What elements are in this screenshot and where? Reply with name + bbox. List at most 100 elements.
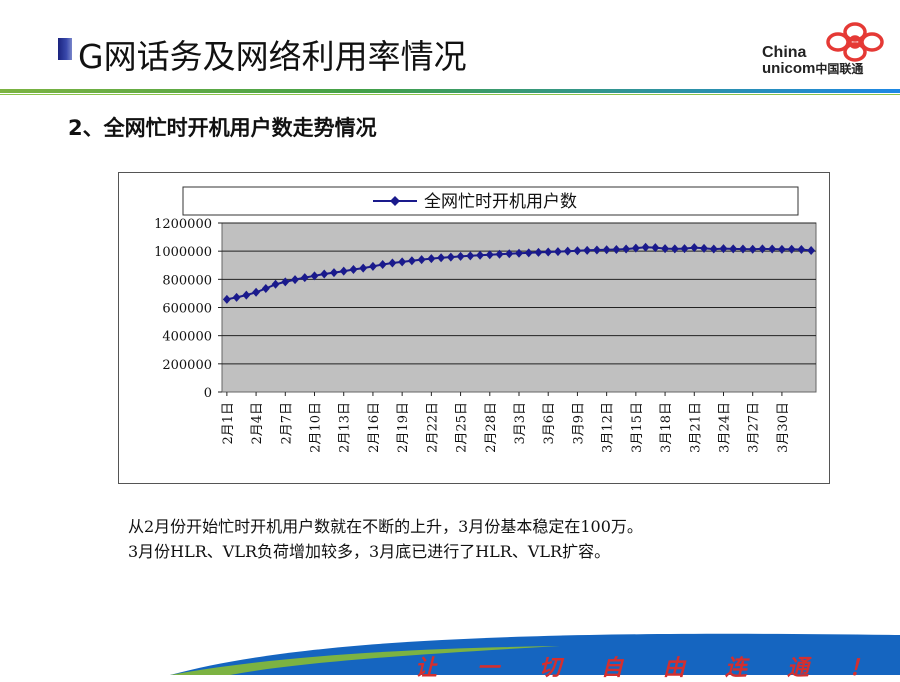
data-point — [719, 244, 728, 254]
data-point — [339, 266, 348, 276]
title-bullet-icon — [58, 38, 72, 60]
note-line-1: 从2月份开始忙时开机用户数就在不断的上升，3月份基本稳定在100万。 — [128, 517, 643, 536]
data-point — [417, 255, 426, 265]
data-point — [349, 264, 358, 274]
x-tick-label: 3月3日 — [513, 402, 528, 445]
x-tick-label: 2月7日 — [279, 402, 294, 445]
data-point — [281, 277, 290, 287]
data-point — [777, 244, 786, 254]
x-tick-label: 3月18日 — [659, 402, 674, 453]
data-point — [690, 243, 699, 253]
data-point — [544, 247, 553, 257]
data-point — [368, 261, 377, 271]
data-point — [729, 244, 738, 254]
footer-slogan: 让一切自由连通！ — [415, 655, 900, 681]
data-point — [495, 249, 504, 259]
logo-text-cn: 中国联通 — [815, 62, 864, 76]
logo-text-unicom: unicom中国联通 — [762, 60, 863, 77]
x-tick-label: 3月24日 — [717, 402, 732, 453]
china-unicom-logo — [826, 22, 884, 62]
x-tick-label: 2月25日 — [455, 402, 470, 453]
data-point — [700, 243, 709, 253]
data-point — [612, 244, 621, 254]
data-point — [563, 246, 572, 256]
data-point — [446, 252, 455, 262]
data-point — [437, 253, 446, 263]
note-line-2: 3月份HLR、VLR负荷增加较多，3月底已进行了HLR、VLR扩容。 — [128, 542, 611, 561]
legend-label: 全网忙时开机用户数 — [424, 192, 577, 212]
header-divider-thin — [0, 94, 900, 95]
data-point — [378, 260, 387, 270]
data-point — [300, 273, 309, 283]
data-point — [631, 243, 640, 253]
data-point — [515, 248, 523, 258]
x-tick-label: 2月19日 — [396, 402, 411, 453]
data-point — [407, 256, 416, 266]
data-point — [768, 244, 777, 254]
x-tick-label: 3月15日 — [630, 402, 645, 453]
data-point — [709, 244, 718, 254]
data-point — [252, 287, 261, 297]
y-tick-label: 1000000 — [154, 245, 212, 260]
data-point — [505, 249, 514, 259]
y-tick-label: 600000 — [162, 302, 212, 317]
x-tick-label: 2月22日 — [425, 402, 440, 453]
data-point — [476, 250, 485, 260]
x-tick-label: 2月10日 — [309, 402, 324, 453]
data-point — [583, 245, 592, 255]
logo-text-china: China — [762, 44, 807, 61]
data-point — [291, 275, 300, 285]
x-tick-label: 3月27日 — [747, 402, 762, 453]
data-point — [242, 290, 251, 300]
header-divider — [0, 89, 900, 93]
data-point — [738, 244, 747, 254]
data-point — [641, 242, 650, 252]
logo-text-unicom-en: unicom — [762, 60, 816, 77]
data-point — [320, 269, 329, 279]
data-point — [222, 294, 231, 304]
footer-band — [170, 633, 900, 675]
data-point — [748, 244, 757, 254]
data-point — [573, 246, 582, 256]
line-chart: 全网忙时开机用户数 0 200000 400000 600000 800000 100000… — [154, 186, 817, 453]
data-point — [456, 251, 465, 261]
data-point — [787, 244, 796, 254]
data-point — [388, 258, 397, 268]
y-tick-label: 1200000 — [154, 217, 212, 232]
data-point — [807, 245, 816, 255]
y-tick-label: 200000 — [162, 358, 212, 373]
data-point — [310, 271, 319, 281]
data-point — [271, 279, 280, 289]
data-point — [232, 292, 241, 302]
data-point — [758, 244, 767, 254]
data-point — [553, 247, 562, 257]
data-point — [466, 251, 475, 261]
x-tick-label: 3月30日 — [776, 402, 791, 453]
x-tick-label: 2月1日 — [221, 402, 236, 445]
legend-box — [182, 186, 799, 216]
page-title: G网话务及网络利用率情况 — [78, 37, 467, 76]
y-tick-label: 0 — [204, 386, 212, 401]
data-point — [261, 283, 270, 293]
data-point — [602, 245, 611, 255]
x-tick-label: 3月12日 — [601, 402, 616, 453]
section-subtitle: 2、全网忙时开机用户数走势情况 — [68, 116, 377, 140]
data-point — [661, 244, 670, 254]
data-point — [485, 250, 494, 260]
data-point — [592, 245, 601, 255]
data-point — [329, 268, 338, 278]
data-point — [427, 254, 436, 264]
legend-marker — [390, 196, 400, 206]
data-point — [651, 243, 660, 253]
x-tick-label: 3月21日 — [688, 402, 703, 453]
data-point — [524, 248, 533, 258]
x-tick-label: 2月16日 — [367, 402, 382, 453]
data-point — [622, 244, 631, 254]
data-point — [670, 244, 679, 254]
data-point — [359, 263, 368, 273]
x-tick-label: 2月4日 — [250, 402, 265, 445]
x-tick-label: 2月13日 — [338, 402, 353, 453]
y-tick-label: 800000 — [162, 273, 212, 288]
x-tick-label: 2月28日 — [484, 402, 499, 453]
y-tick-label: 400000 — [162, 330, 212, 345]
